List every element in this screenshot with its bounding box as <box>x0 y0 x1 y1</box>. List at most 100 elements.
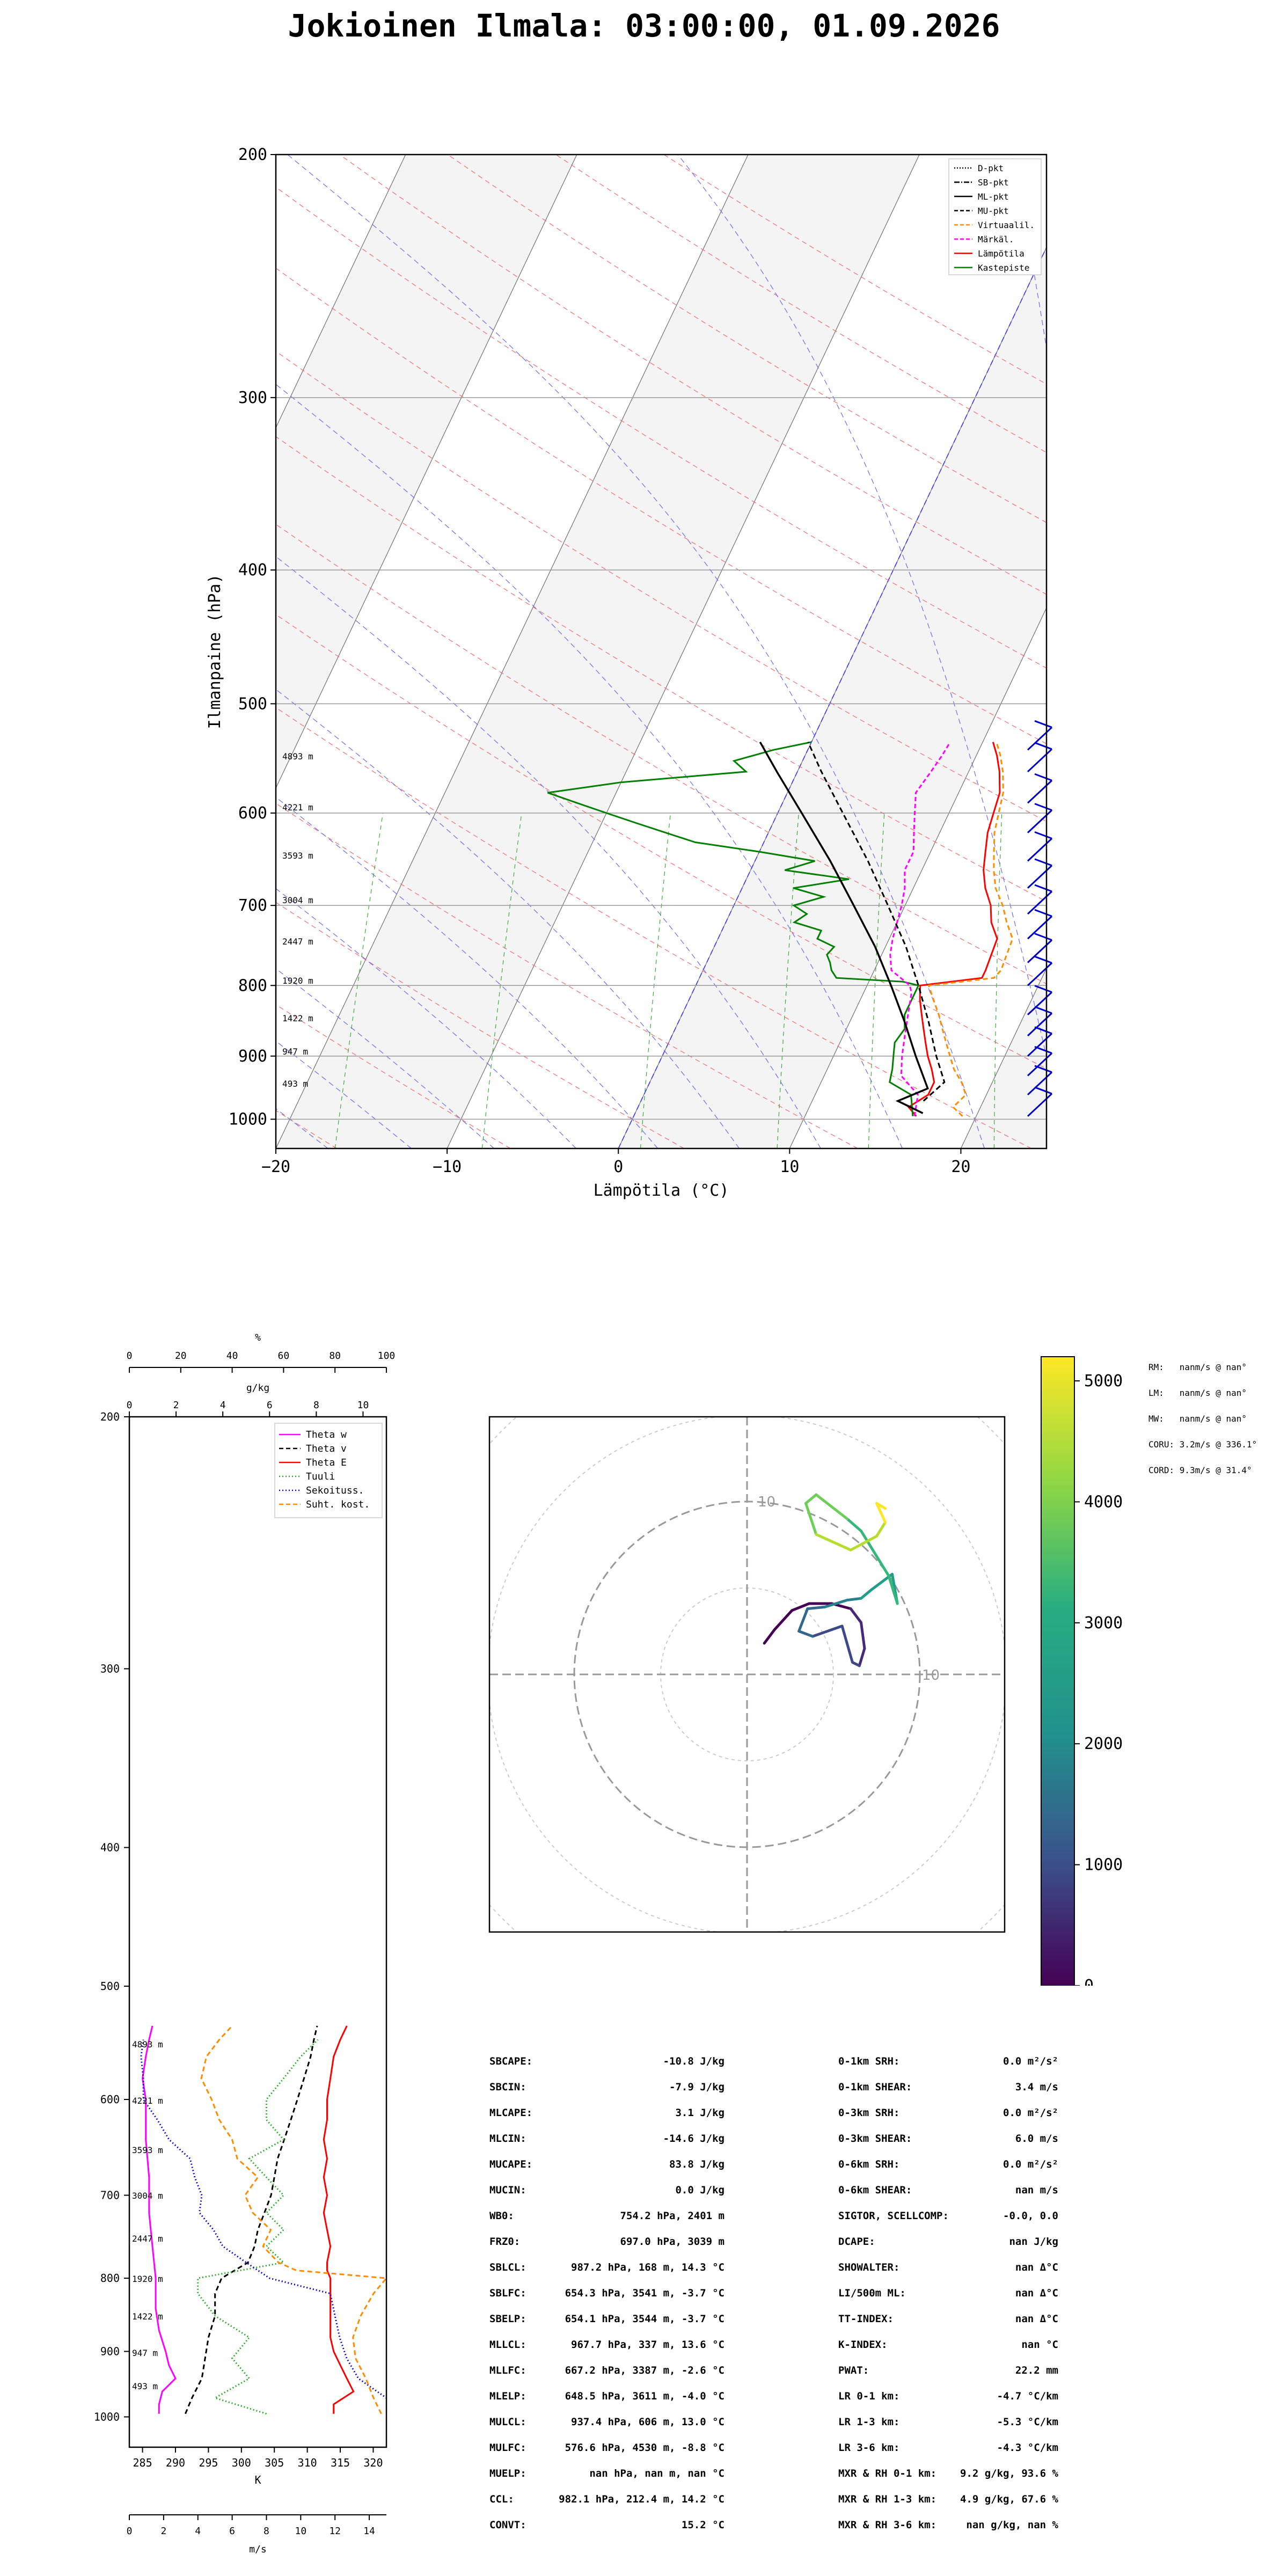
pressure-tick-label: 400 <box>238 561 267 580</box>
wind-barb-flag <box>1034 933 1052 941</box>
legend-box <box>948 158 1042 275</box>
wind-barb-flag <box>1034 1026 1052 1035</box>
percent-tick-label: 40 <box>226 1350 238 1362</box>
wind-barb-staff <box>1027 809 1053 833</box>
height-label: 4221 m <box>282 802 313 813</box>
wind-barb-flag <box>1034 1006 1052 1014</box>
hodograph-segment <box>823 1599 849 1608</box>
height-label: 947 m <box>282 1046 308 1057</box>
wind-barb-flag <box>1034 742 1052 750</box>
index-value: 15.2 °C <box>681 2519 724 2531</box>
index-label: LR 0-1 km: <box>838 2390 900 2402</box>
index-label: LR 3-6 km: <box>838 2442 900 2454</box>
percent-tick-label: 100 <box>378 1350 396 1362</box>
index-label: MLCIN: <box>489 2133 526 2145</box>
mixing-ratio-line <box>481 813 522 1148</box>
hodograph-segment <box>860 1588 873 1600</box>
hodograph-segment <box>806 1605 826 1611</box>
wind-barb-staff <box>1027 991 1053 1015</box>
legend-label: MU-pkt <box>978 206 1009 216</box>
index-value: nan J/kg <box>1009 2236 1058 2248</box>
wind-barb-flag <box>1034 831 1052 839</box>
legend-label: Virtuaalil. <box>978 220 1035 230</box>
wind-barb <box>1027 1006 1053 1037</box>
index-label: SBLCL: <box>489 2262 526 2273</box>
ms-tick-label: 12 <box>329 2526 341 2537</box>
moist-adiabat-line <box>677 155 1046 1058</box>
index-value: 0.0 m²/s² <box>1003 2107 1058 2119</box>
moist-adiabat-line <box>276 384 903 1148</box>
wind-barb-staff <box>1027 962 1053 986</box>
pressure-tick-label: 200 <box>100 1410 120 1423</box>
mixing-ratio-line <box>993 813 1002 1148</box>
pressure-tick-label: 900 <box>100 2345 120 2358</box>
height-label: 3593 m <box>282 851 313 861</box>
hodograph-segment <box>815 1493 849 1520</box>
hodograph-segment <box>846 1597 863 1602</box>
index-label: 0-1km SRH: <box>838 2055 900 2067</box>
legend-label: Theta E <box>306 1457 347 1468</box>
index-value: 83.8 J/kg <box>669 2158 724 2170</box>
index-label: MUELP: <box>489 2468 526 2479</box>
hodograph-segment <box>815 1533 852 1552</box>
legend-box <box>274 1423 383 1518</box>
temperature-tick-label: −10 <box>433 1158 462 1176</box>
pressure-tick-label: 800 <box>238 976 267 995</box>
index-value: 4.9 g/kg, 67.6 % <box>960 2493 1058 2505</box>
wind-barb <box>1027 1026 1053 1057</box>
hodograph-segment <box>875 1521 887 1538</box>
index-value: 648.5 hPa, 3611 m, -4.0 °C <box>565 2390 724 2402</box>
moist-adiabat-line <box>287 155 985 1148</box>
wind-barb-staff <box>1027 939 1053 963</box>
dry-adiabat-line <box>447 155 1046 523</box>
height-label: 4893 m <box>282 751 313 762</box>
zero-isotherm-line <box>618 246 1046 1148</box>
index-label: K-INDEX: <box>838 2339 888 2351</box>
isotherm-line <box>447 155 920 1148</box>
pressure-tick-label: 800 <box>100 2272 120 2285</box>
dry-adiabat-line <box>276 614 1046 1070</box>
isotherm-line <box>960 967 1046 1148</box>
hodograph-plot-area <box>489 1417 1005 1932</box>
index-label: MLCAPE: <box>489 2107 533 2119</box>
hodograph-segment <box>887 1574 899 1605</box>
hodograph-segment <box>875 1502 887 1524</box>
percent-tick-label: 20 <box>175 1350 187 1362</box>
profile-line-thetae <box>323 2025 355 2414</box>
wind-barb-staff <box>1027 1093 1053 1117</box>
pressure-tick-label: 700 <box>238 896 267 915</box>
index-value: 697.0 hPa, 3039 m <box>620 2236 724 2248</box>
wind-barb-flag <box>1034 955 1052 964</box>
colorbar-tick-label: 5000 <box>1084 1372 1123 1391</box>
pressure-tick-label: 1000 <box>94 2411 120 2424</box>
legend-label: Tuuli <box>306 1471 335 1482</box>
index-label: CONVT: <box>489 2519 526 2531</box>
dry-adiabat-line <box>276 902 684 1148</box>
wind-barb <box>1027 720 1053 751</box>
kelvin-tick-label: 305 <box>265 2456 284 2469</box>
height-label: 2447 m <box>132 2234 163 2244</box>
index-value: nan Δ°C <box>1015 2313 1058 2325</box>
index-value: 0.0 m²/s² <box>1003 2055 1058 2067</box>
wind-barb <box>1027 803 1053 833</box>
index-label: MLELP: <box>489 2390 526 2402</box>
pressure-tick-label: 500 <box>100 1980 120 1993</box>
wind-barb-flag <box>1034 858 1052 867</box>
gkg-tick-label: 4 <box>220 1400 226 1411</box>
index-label: LI/500m ML: <box>838 2287 906 2299</box>
legend-label: Märkäl. <box>978 235 1014 245</box>
index-label: MXR & RH 1-3 km: <box>838 2493 937 2505</box>
pressure-tick-label: 400 <box>100 1841 120 1854</box>
index-value: nan Δ°C <box>1015 2262 1058 2273</box>
kelvin-tick-label: 300 <box>232 2456 251 2469</box>
temperature-tick-label: 20 <box>951 1158 970 1176</box>
wind-barb-staff <box>1027 1071 1053 1096</box>
wind-barb-staff <box>1027 1052 1053 1077</box>
legend-label: Sekoituss. <box>306 1485 364 1496</box>
hodograph-segment <box>804 1493 818 1505</box>
profile-line-virtuaalil <box>927 742 1014 1117</box>
legend-label: Lämpötila <box>978 248 1024 259</box>
wind-barb-staff <box>1027 916 1053 940</box>
index-value: nan g/kg, nan % <box>966 2519 1058 2531</box>
profile-line-mlpkt <box>759 741 929 1114</box>
